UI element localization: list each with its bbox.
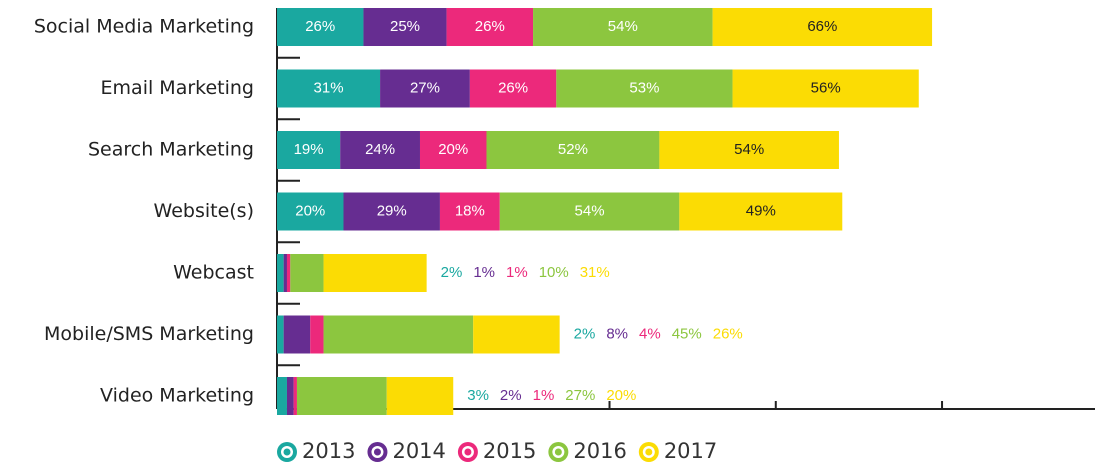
bar-segment [556, 69, 733, 108]
value-label: 45% [672, 325, 702, 342]
bar-segment [712, 8, 933, 46]
category-label: Search Marketing [88, 139, 254, 161]
legend-icon-dot [373, 448, 381, 456]
bar-segment [286, 377, 294, 415]
value-label: 31% [580, 264, 610, 281]
bar-segment [486, 131, 660, 169]
value-label: 49% [746, 202, 776, 219]
bar-segment [469, 69, 557, 108]
value-label: 26% [305, 18, 335, 35]
bar-segment [386, 377, 454, 415]
value-label: 24% [365, 141, 395, 158]
value-label: 3% [467, 387, 489, 404]
value-label: 4% [639, 325, 661, 342]
category-label: Email Marketing [101, 77, 254, 99]
category-label: Webcast [173, 262, 254, 284]
bar-segment [290, 254, 324, 292]
value-label: 19% [294, 141, 324, 158]
value-label: 2% [574, 325, 596, 342]
bar-segment [310, 315, 324, 354]
value-label: 29% [377, 202, 407, 219]
value-label: 18% [455, 202, 485, 219]
bar-segment [363, 8, 447, 46]
legend-label: 2013 [302, 439, 355, 463]
bar-segment [323, 254, 427, 292]
bar-segment [659, 131, 839, 169]
legend-label: 2014 [392, 439, 445, 463]
bar-segment [732, 69, 919, 108]
value-label: 20% [295, 202, 325, 219]
legend-icon-dot [283, 448, 291, 456]
value-label: 26% [498, 79, 528, 96]
category-label: Website(s) [154, 200, 254, 222]
bar-segment [380, 69, 470, 108]
category-label: Video Marketing [100, 385, 254, 407]
bar-segment [323, 315, 474, 354]
bar-segment [340, 131, 420, 169]
value-label: 31% [314, 79, 344, 96]
bar-segment [499, 192, 680, 231]
bar-segment [286, 254, 291, 292]
value-label: 54% [734, 141, 764, 158]
value-label: 27% [410, 79, 440, 96]
bar-segment [277, 192, 344, 231]
legend-icon-dot [645, 448, 653, 456]
bar-segment [343, 192, 440, 231]
value-label: 54% [608, 18, 638, 35]
category-label: Social Media Marketing [34, 16, 254, 38]
legend-label: 2017 [664, 439, 717, 463]
legend-icon-dot [554, 448, 562, 456]
bar-segment [446, 8, 534, 46]
value-label: 1% [506, 264, 528, 281]
legend-icon-dot [464, 448, 472, 456]
value-label: 1% [533, 387, 555, 404]
value-label: 25% [390, 18, 420, 35]
bar-segment [533, 8, 713, 46]
value-label: 52% [558, 141, 588, 158]
bar-segment [277, 315, 284, 354]
value-label: 10% [539, 264, 569, 281]
bar-segment [293, 377, 297, 415]
value-label: 2% [500, 387, 522, 404]
value-label: 27% [565, 387, 595, 404]
legend-label: 2015 [483, 439, 536, 463]
bar-segment [473, 315, 560, 354]
bar-segment [283, 254, 287, 292]
bar-segment [419, 131, 487, 169]
value-label: 20% [606, 387, 636, 404]
bar-segment [277, 69, 381, 108]
legend-label: 2016 [573, 439, 626, 463]
value-label: 26% [475, 18, 505, 35]
bar-segment [679, 192, 843, 231]
value-label: 53% [629, 79, 659, 96]
bar-segment [277, 131, 341, 169]
value-label: 56% [811, 79, 841, 96]
bar-segment [277, 8, 364, 46]
category-label: Mobile/SMS Marketing [44, 323, 254, 345]
bar-segment [277, 254, 284, 292]
value-label: 2% [441, 264, 463, 281]
bar-segment [439, 192, 500, 231]
value-label: 26% [713, 325, 743, 342]
value-label: 20% [438, 141, 468, 158]
bar-segment [277, 377, 287, 415]
value-label: 66% [807, 18, 837, 35]
value-label: 1% [473, 264, 495, 281]
bar-segment [283, 315, 311, 354]
value-label: 8% [606, 325, 628, 342]
bar-segment [296, 377, 387, 415]
value-label: 54% [575, 202, 605, 219]
